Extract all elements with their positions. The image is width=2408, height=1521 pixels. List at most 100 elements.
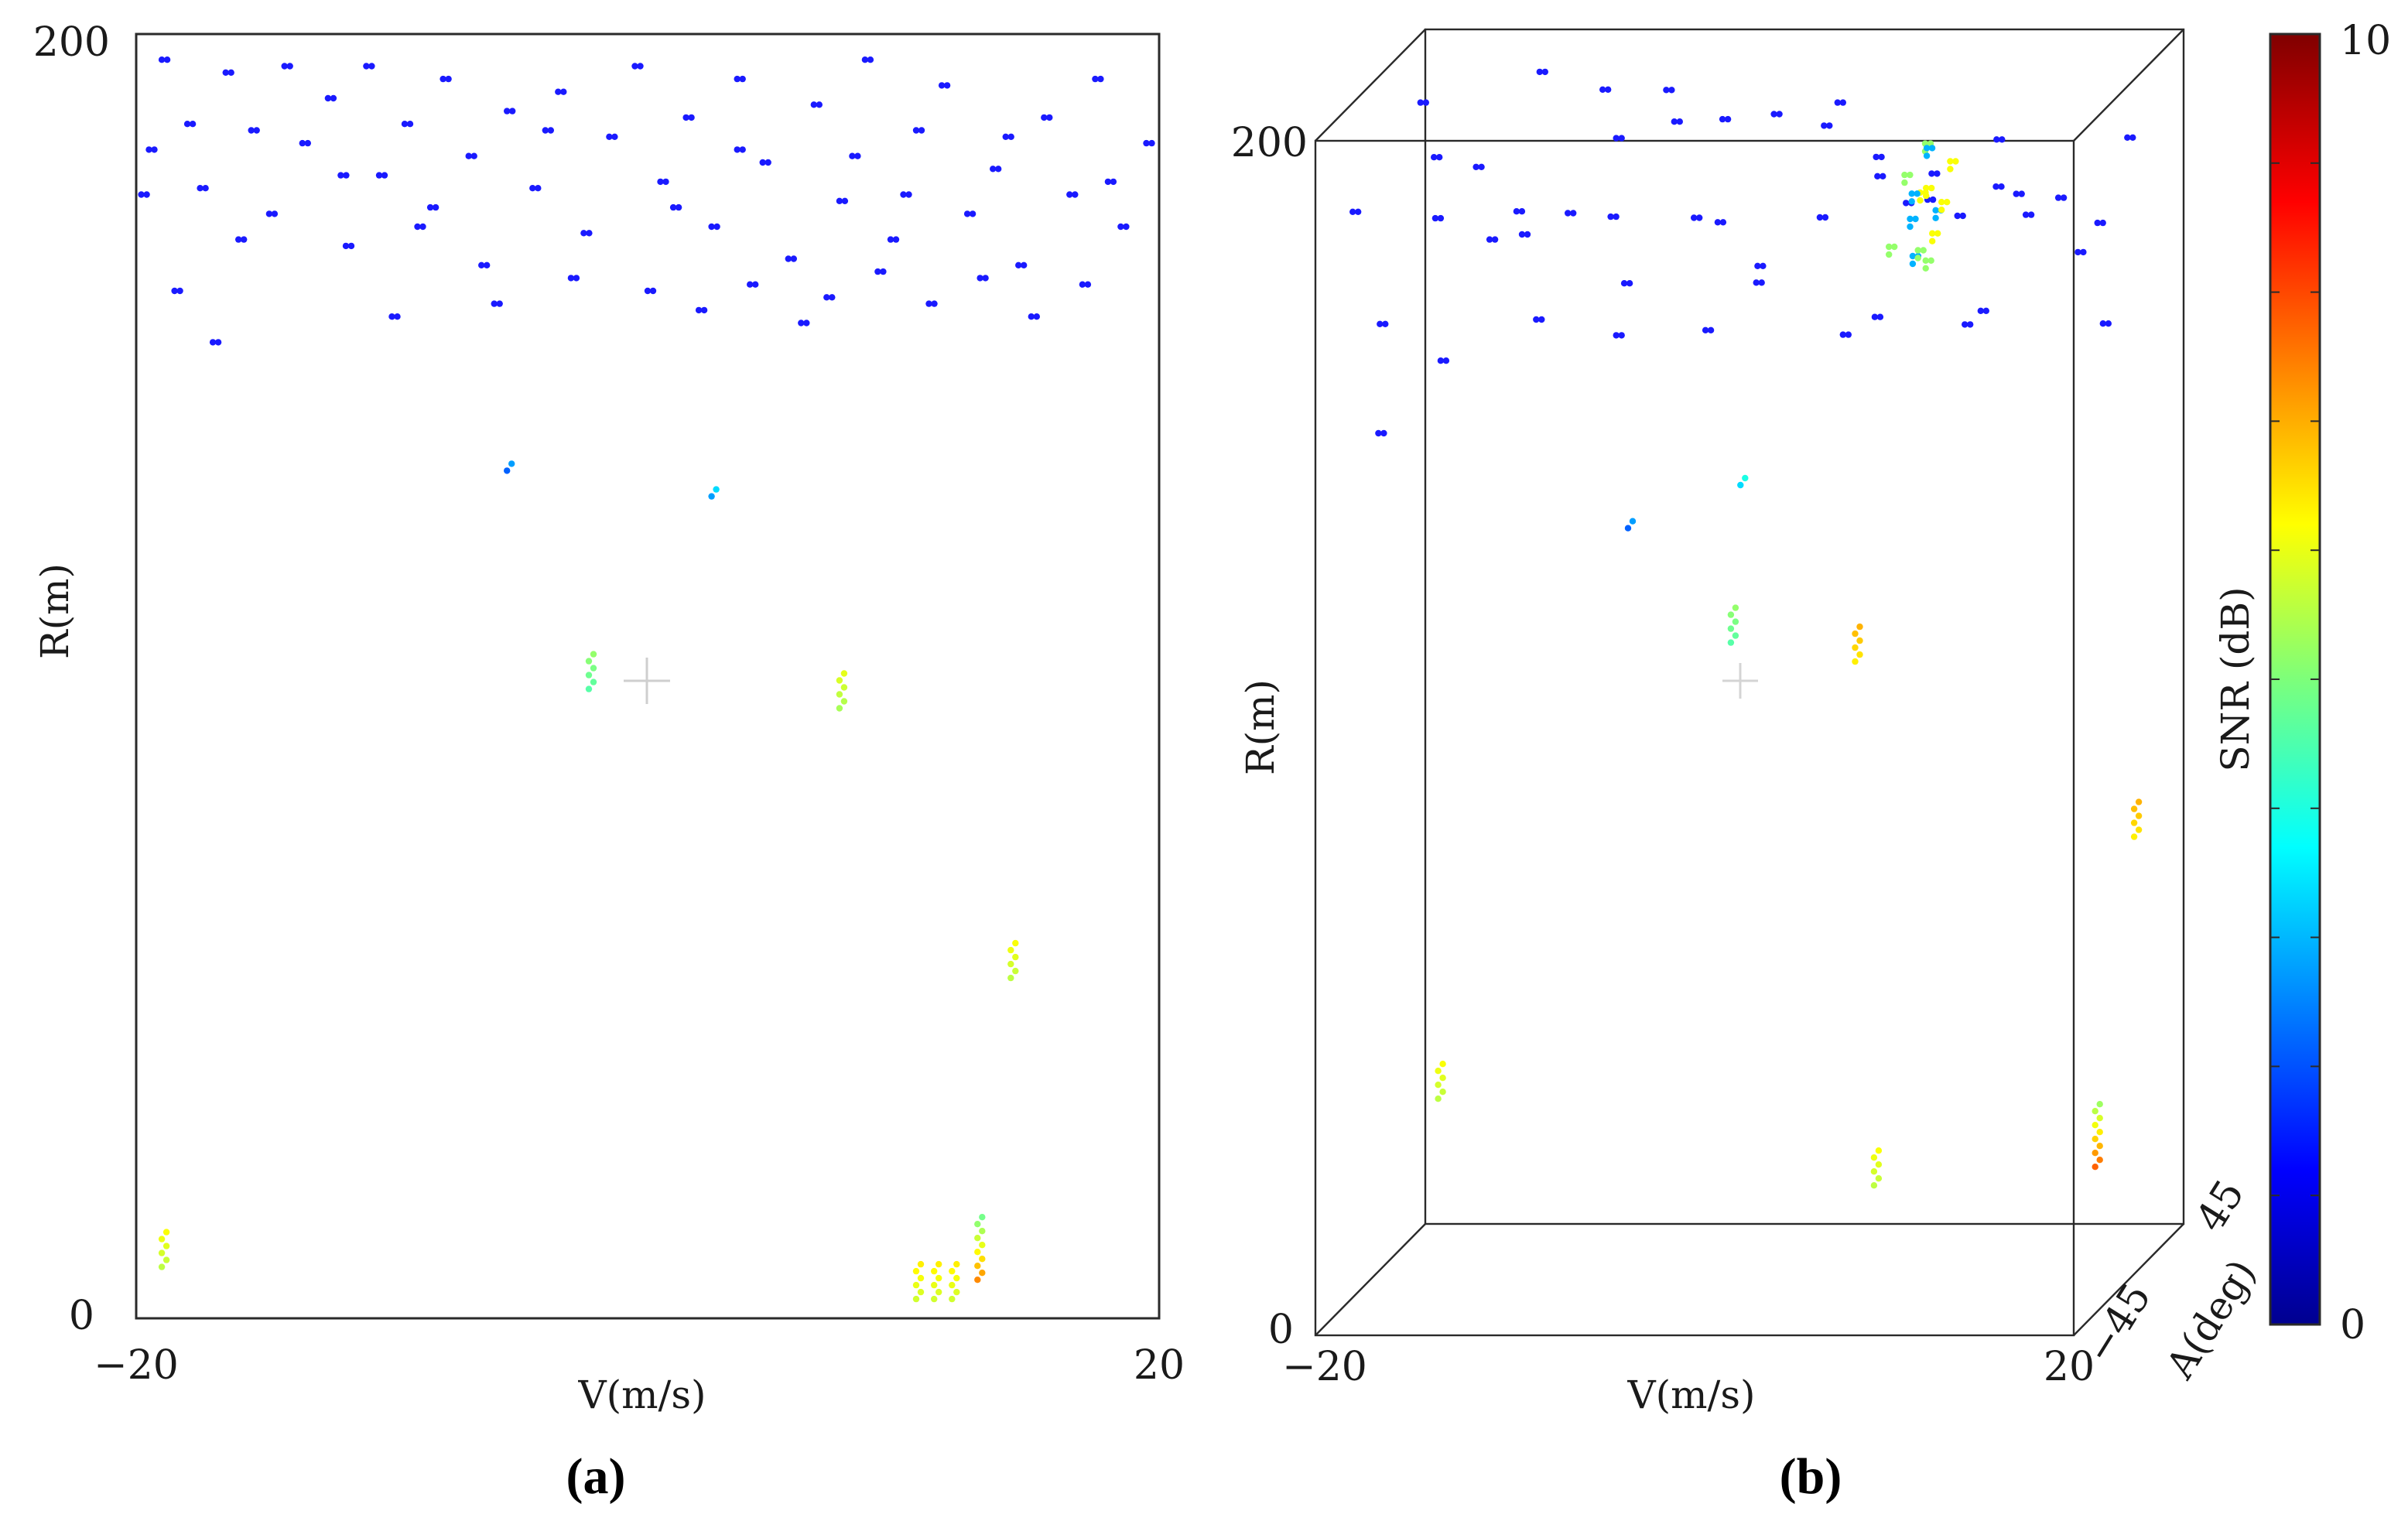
target-point — [1435, 1068, 1442, 1075]
clutter-point — [1436, 154, 1443, 161]
dense-cluster-point — [1914, 190, 1921, 197]
clutter-point — [969, 210, 977, 217]
clutter-point — [1714, 219, 1722, 226]
clutter-point — [414, 223, 421, 231]
target-point — [949, 1267, 956, 1275]
target-point — [2135, 826, 2143, 833]
clutter-point — [606, 133, 613, 140]
target-point — [2092, 1136, 2098, 1143]
dense-cluster-point — [1922, 257, 1929, 264]
target-point — [836, 691, 843, 698]
clutter-point — [1618, 135, 1625, 142]
clutter-point — [1839, 331, 1846, 338]
dense-cluster-point — [1891, 243, 1898, 251]
clutter-point — [189, 121, 197, 128]
target-point — [590, 678, 597, 685]
clutter-point — [849, 152, 856, 159]
clutter-point — [248, 127, 255, 134]
dense-cluster-point — [1923, 192, 1930, 200]
target-point — [1856, 623, 1863, 631]
clutter-point — [1422, 99, 1430, 106]
dense-cluster-point — [1901, 171, 1908, 179]
clutter-point — [1437, 214, 1445, 222]
clutter-point — [1874, 173, 1881, 179]
x-tick-label-min-b: −20 — [1282, 1344, 1367, 1390]
clutter-point — [1491, 236, 1499, 243]
target-point — [931, 1281, 938, 1289]
clutter-point — [478, 261, 485, 268]
clutter-point — [747, 281, 754, 288]
clutter-point — [1876, 313, 1884, 320]
target-point — [1856, 637, 1863, 644]
clutter-point — [1092, 75, 1099, 83]
target-point — [974, 1235, 981, 1242]
clutter-point — [892, 236, 900, 243]
clutter-point — [1041, 114, 1048, 121]
target-point — [158, 1263, 166, 1270]
clutter-point — [235, 236, 242, 243]
clutter-point — [2060, 194, 2068, 201]
clutter-point — [1533, 316, 1540, 323]
clutter-point — [253, 127, 260, 134]
target-point — [953, 1274, 960, 1282]
target-point — [917, 1288, 925, 1296]
clutter-point — [880, 268, 887, 275]
clutter-point — [1046, 114, 1053, 121]
target-point — [2092, 1122, 2098, 1129]
clutter-point — [1845, 331, 1852, 338]
target-point — [2130, 805, 2138, 812]
target-point — [2135, 798, 2143, 805]
clutter-point — [938, 82, 946, 89]
clutter-point — [1967, 321, 1974, 328]
dense-cluster-point — [1947, 158, 1954, 165]
target-point — [979, 1214, 986, 1221]
clutter-point — [700, 306, 708, 314]
clutter-point — [1821, 122, 1828, 129]
target-point — [1439, 1061, 1446, 1068]
y-tick-label-max-a: 200 — [33, 19, 110, 66]
clutter-point — [2099, 219, 2106, 227]
clutter-point — [874, 268, 881, 275]
clutter-point — [867, 56, 874, 63]
clutter-point — [1620, 280, 1628, 287]
dense-cluster-point — [1907, 223, 1914, 231]
clutter-point — [682, 114, 689, 121]
clutter-point — [841, 197, 849, 204]
target-point — [840, 670, 848, 677]
clutter-point — [1758, 279, 1765, 286]
clutter-point — [337, 172, 344, 179]
clutter-point — [1998, 183, 2005, 190]
clutter-point — [1437, 357, 1445, 364]
target-point — [2096, 1157, 2103, 1164]
clutter-point — [1928, 170, 1935, 177]
clutter-point — [1015, 261, 1022, 268]
clutter-point — [1599, 86, 1606, 94]
dense-cluster-point — [1886, 243, 1893, 251]
clutter-point — [637, 63, 644, 70]
clutter-point — [734, 75, 741, 83]
clutter-point — [2099, 320, 2106, 327]
target-point — [949, 1281, 956, 1289]
clutter-point — [1668, 87, 1675, 94]
clutter-point — [2105, 320, 2112, 327]
clutter-point — [611, 133, 618, 140]
clutter-point — [1993, 136, 2000, 143]
subfigure-caption-b: (b) — [1780, 1448, 1842, 1505]
clutter-point — [1002, 133, 1009, 140]
clutter-point — [1962, 321, 1968, 328]
x-tick-label-max-b: 20 — [2044, 1344, 2095, 1390]
clutter-point — [504, 108, 511, 115]
clutter-point — [381, 172, 388, 179]
clutter-point — [330, 94, 337, 102]
target-point — [1007, 974, 1014, 982]
clutter-point — [176, 287, 183, 295]
clutter-point — [790, 255, 797, 262]
target-point — [1727, 639, 1735, 646]
x-axis-label-a: V(m/s) — [577, 1372, 706, 1417]
target-point — [974, 1221, 981, 1228]
clutter-point — [1776, 111, 1783, 118]
target-point — [1732, 632, 1739, 639]
target-point — [1732, 604, 1739, 611]
dense-cluster-point — [1932, 207, 1939, 214]
clutter-point — [171, 287, 178, 295]
